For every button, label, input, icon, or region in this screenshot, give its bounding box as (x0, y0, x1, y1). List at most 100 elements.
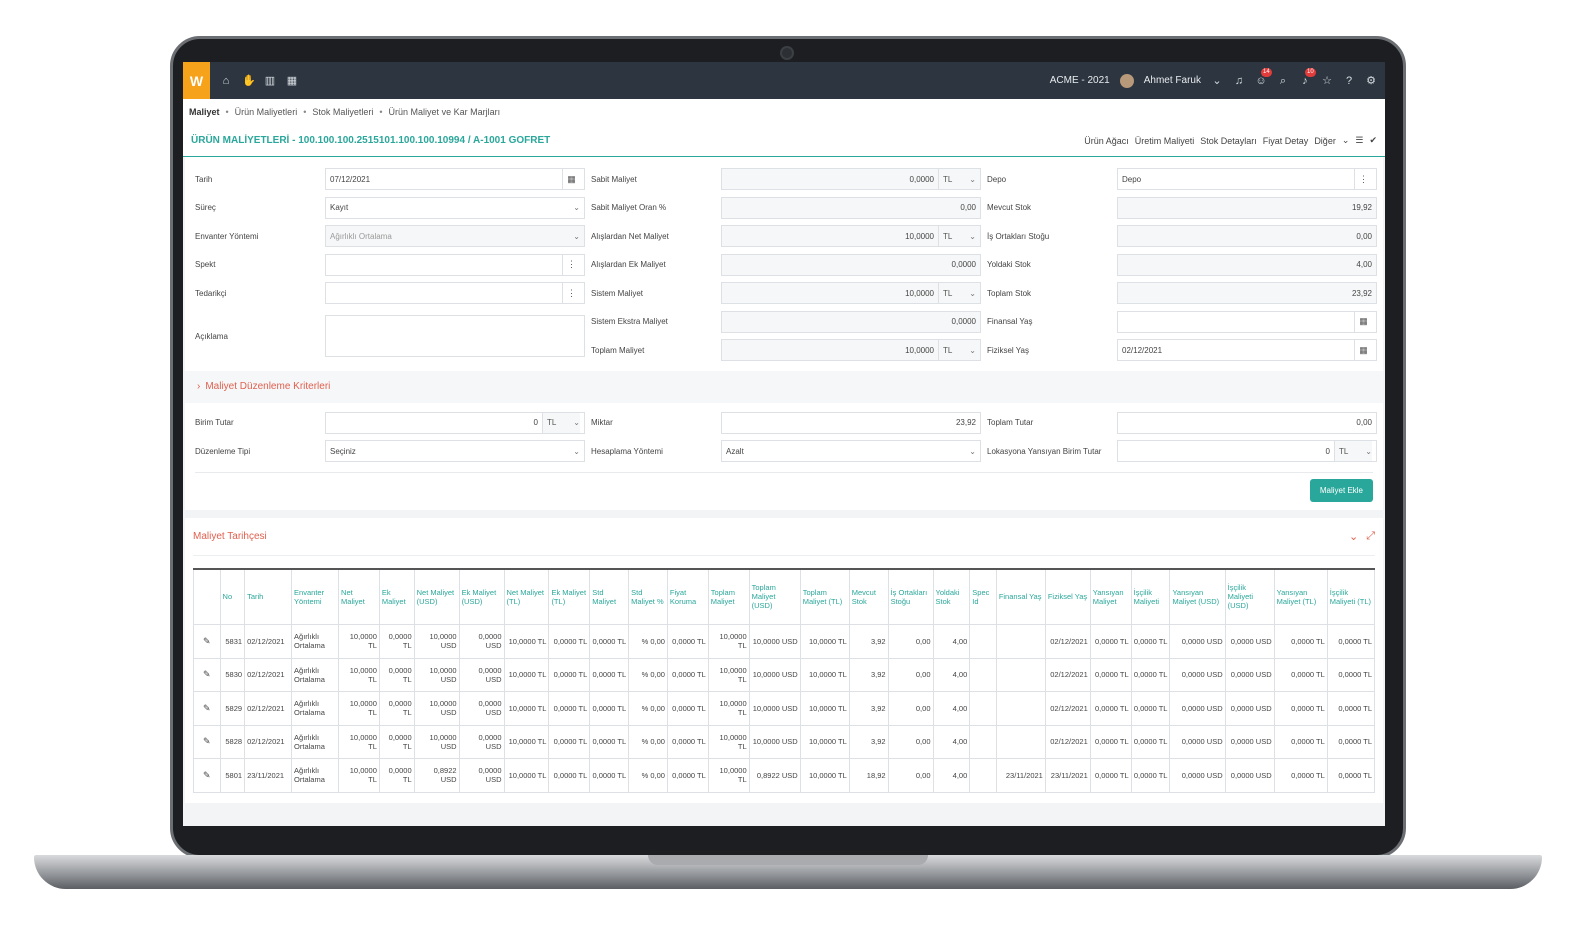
currency-select[interactable]: TL ⌄ (938, 226, 976, 247)
quantity-input[interactable]: 23,92 (721, 411, 981, 434)
column-header[interactable]: Toplam Maliyet (707, 567, 750, 625)
chat-icon[interactable]: ☺ 14 (1255, 67, 1272, 87)
edit-cell[interactable]: ✎ (193, 691, 221, 726)
calendar-icon[interactable]: ▦ (286, 74, 298, 87)
breadcrumb-item[interactable]: Ürün Maliyet ve Kar Marjları (388, 107, 501, 117)
chart-icon[interactable]: ▥ (264, 74, 276, 87)
pencil-icon[interactable]: ✎ (203, 669, 211, 680)
calculation-method-select[interactable]: Azalt ⌄ (721, 440, 981, 463)
user-name[interactable]: Ahmet Faruk (1143, 75, 1201, 86)
hand-icon[interactable]: ✋ (242, 74, 256, 87)
app-logo[interactable]: W (183, 62, 210, 99)
column-header[interactable]: İş Ortakları Stoğu (887, 567, 934, 625)
column-header[interactable]: Yansıyan Maliyet (USD) (1169, 567, 1226, 625)
column-header[interactable]: Net Maliyet (338, 567, 380, 625)
column-header[interactable]: Ek Maliyet (USD) (458, 567, 505, 625)
column-header[interactable]: Mevcut Stok (848, 567, 889, 625)
column-header[interactable]: İşçilik Maliyeti (TL) (1326, 567, 1376, 625)
adjustment-type-select[interactable]: Seçiniz ⌄ (325, 440, 585, 463)
star-icon[interactable]: ☆ (1322, 74, 1332, 87)
chevron-down-icon[interactable]: ⌄ (1348, 530, 1359, 543)
column-header[interactable]: Yansıyan Maliyet (TL) (1273, 567, 1328, 625)
search-icon[interactable]: ⌕ (1279, 74, 1287, 87)
fixed-cost-input[interactable]: 0,0000 TL ⌄ (721, 168, 981, 191)
currency-select[interactable]: TL ⌄ (938, 340, 976, 361)
fixed-cost-rate-input[interactable]: 0,00 (721, 196, 981, 219)
action-product-tree[interactable]: Ürün Ağacı (1084, 135, 1129, 146)
edit-cell[interactable]: ✎ (193, 758, 221, 793)
warehouse-field[interactable]: Depo ⋮ (1117, 168, 1377, 191)
system-extra-cost-input[interactable]: 0,0000 (721, 310, 981, 333)
home-icon[interactable]: ⌂ (222, 74, 230, 87)
action-production-cost[interactable]: Üretim Maliyeti (1134, 135, 1195, 146)
column-header[interactable]: Std Maliyet % (628, 567, 668, 625)
edit-cell[interactable]: ✎ (193, 624, 221, 659)
breadcrumb-item[interactable]: Stok Maliyetleri (312, 107, 374, 117)
chevron-down-icon[interactable]: ⌄ (1212, 74, 1222, 87)
edit-cell[interactable]: ✎ (193, 724, 221, 759)
column-header[interactable] (193, 567, 221, 625)
headset-icon[interactable]: ♫ (1234, 74, 1244, 87)
process-select[interactable]: Kayıt ⌄ (325, 196, 585, 219)
physical-age-field[interactable]: 02/12/2021 ▦ (1117, 339, 1377, 362)
column-header[interactable]: Toplam Maliyet (TL) (799, 567, 850, 625)
supplier-field[interactable]: ⋮ (325, 282, 585, 305)
column-header[interactable]: Envanter Yöntemi (291, 567, 340, 625)
date-field[interactable]: 07/12/2021 ▦ (325, 168, 585, 191)
currency-select[interactable]: TL ⌄ (938, 169, 976, 190)
check-icon[interactable]: ✔ (1369, 135, 1377, 145)
column-header[interactable]: Net Maliyet (TL) (503, 567, 550, 625)
more-vertical-icon[interactable]: ⋮ (562, 283, 580, 304)
criteria-section-header[interactable]: › Maliyet Düzenleme Kriterleri (185, 370, 1383, 403)
column-header[interactable]: Tarih (244, 567, 293, 625)
current-stock-input[interactable]: 19,92 (1117, 196, 1377, 219)
system-cost-input[interactable]: 10,0000 TL ⌄ (721, 282, 981, 305)
avatar[interactable] (1119, 73, 1134, 88)
unit-amount-input[interactable]: 0 TL ⌄ (325, 411, 585, 434)
total-amount-input[interactable]: 0,00 (1117, 411, 1377, 434)
currency-select[interactable]: TL ⌄ (938, 283, 976, 304)
currency-select[interactable]: TL ⌄ (1334, 441, 1372, 462)
company-name[interactable]: ACME - 2021 (1049, 75, 1110, 86)
column-header[interactable]: Finansal Yaş (995, 567, 1046, 625)
bell-icon[interactable]: ♪ 10 (1302, 67, 1316, 87)
action-price-detail[interactable]: Fiyat Detay (1262, 135, 1309, 146)
location-unit-amount-input[interactable]: 0 TL ⌄ (1117, 440, 1377, 463)
total-stock-input[interactable]: 23,92 (1117, 282, 1377, 305)
currency-select[interactable]: TL ⌄ (542, 412, 580, 433)
expand-icon[interactable]: ⤢ (1366, 529, 1375, 542)
pencil-icon[interactable]: ✎ (203, 635, 211, 646)
column-header[interactable]: İşçilik Maliyeti (1130, 567, 1171, 625)
column-header[interactable]: Fiziksel Yaş (1044, 567, 1091, 625)
calendar-icon[interactable]: ▦ (1354, 311, 1372, 332)
help-icon[interactable]: ? (1345, 74, 1353, 87)
breadcrumb-item[interactable]: Ürün Maliyetleri (234, 107, 298, 117)
purchase-net-cost-input[interactable]: 10,0000 TL ⌄ (721, 225, 981, 248)
column-header[interactable]: Net Maliyet (USD) (413, 567, 460, 625)
column-header[interactable]: Spec Id (969, 567, 997, 625)
column-header[interactable]: Toplam Maliyet (USD) (748, 567, 801, 625)
purchase-extra-cost-input[interactable]: 0,0000 (721, 253, 981, 276)
column-header[interactable]: Yoldaki Stok (932, 567, 971, 625)
column-header[interactable]: Fiyat Koruma (666, 567, 709, 625)
column-header[interactable]: Ek Maliyet (378, 567, 415, 625)
gear-icon[interactable]: ⚙ (1366, 74, 1376, 87)
column-header[interactable]: İşçilik Maliyeti (USD) (1224, 567, 1275, 625)
inventory-method-select[interactable]: Ağırlıklı Ortalama ⌄ (325, 225, 585, 248)
pencil-icon[interactable]: ✎ (203, 769, 211, 780)
more-vertical-icon[interactable]: ⋮ (1354, 169, 1372, 190)
more-vertical-icon[interactable]: ⋮ (562, 254, 580, 275)
column-header[interactable]: No (219, 567, 246, 625)
partner-stock-input[interactable]: 0,00 (1117, 225, 1377, 248)
action-stock-details[interactable]: Stok Detayları (1200, 135, 1257, 146)
spec-field[interactable]: ⋮ (325, 253, 585, 276)
column-header[interactable]: Std Maliyet (589, 567, 630, 625)
pencil-icon[interactable]: ✎ (203, 736, 211, 747)
chevron-down-icon[interactable]: ⌄ (1341, 135, 1350, 145)
pencil-icon[interactable]: ✎ (203, 702, 211, 713)
in-transit-stock-input[interactable]: 4,00 (1117, 253, 1377, 276)
list-icon[interactable]: ☰ (1355, 135, 1364, 145)
calendar-icon[interactable]: ▦ (562, 169, 580, 190)
financial-age-field[interactable]: ▦ (1117, 310, 1377, 333)
column-header[interactable]: Yansıyan Maliyet (1089, 567, 1132, 625)
